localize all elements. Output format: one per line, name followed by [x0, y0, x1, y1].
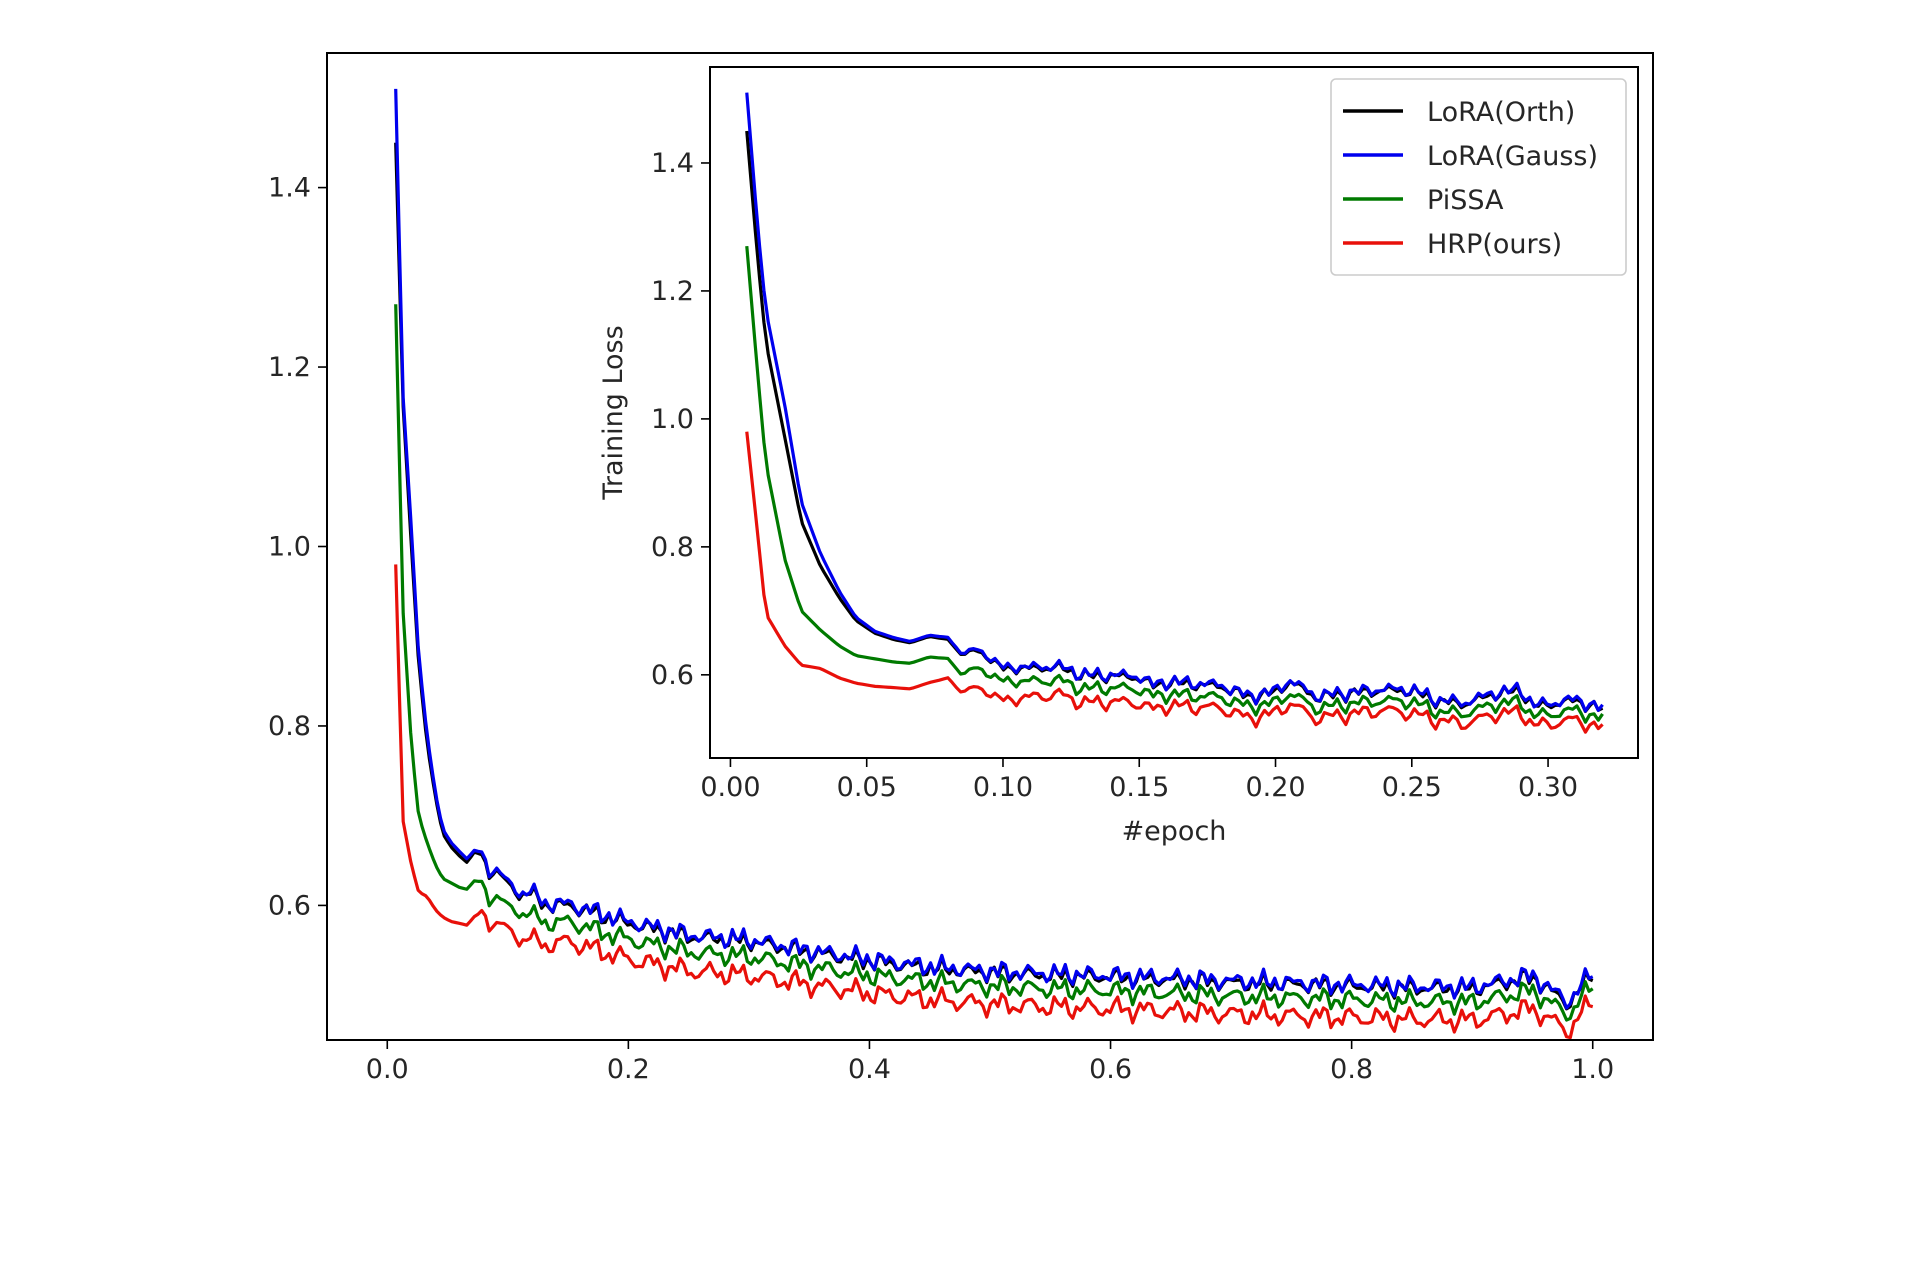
- inset-plot-x-tick-label: 0.25: [1382, 772, 1442, 803]
- inset-plot-x-tick-label: 0.30: [1518, 772, 1578, 803]
- inset-plot-x-tick-label: 0.10: [973, 772, 1033, 803]
- legend-label: LoRA(Gauss): [1427, 141, 1598, 172]
- inset-plot-x-axis-title: #epoch: [1122, 816, 1227, 847]
- main-plot-series-pissa: [394, 304, 1594, 1022]
- main-plot-x-tick-label: 0.6: [1089, 1054, 1132, 1085]
- inset-plot-x-tick-label: 0.05: [837, 772, 897, 803]
- main-plot-y-tick-label: 0.6: [268, 890, 311, 921]
- inset-plot-y-tick-label: 0.6: [651, 660, 694, 691]
- inset-plot-series-pissa: [745, 246, 1604, 724]
- main-plot-series-lora-gauss-: [394, 88, 1594, 1010]
- inset-plot-y-axis-title: Training Loss: [598, 325, 629, 500]
- legend-label: PiSSA: [1427, 185, 1504, 216]
- legend-label: HRP(ours): [1427, 229, 1562, 260]
- main-plot-y-tick-label: 0.8: [268, 711, 311, 742]
- main-plot-y-tick-label: 1.2: [268, 352, 311, 383]
- main-plot-x-tick-label: 0.2: [607, 1054, 650, 1085]
- inset-plot-y-tick-label: 1.2: [651, 276, 694, 307]
- inset-plot-series-lora-gauss-: [745, 92, 1604, 713]
- main-plot-x-tick-label: 1.0: [1571, 1054, 1614, 1085]
- legend-box: [1330, 78, 1627, 276]
- inset-plot-y-tick-label: 1.4: [651, 148, 694, 179]
- main-plot-series-hrp-ours-: [394, 564, 1594, 1040]
- inset-plot-series-hrp-ours-: [745, 431, 1604, 734]
- inset-plot-x-tick-label: 0.20: [1245, 772, 1305, 803]
- main-plot-x-tick-label: 0.8: [1330, 1054, 1373, 1085]
- inset-plot-y-tick-label: 1.0: [651, 404, 694, 435]
- main-plot-y-tick-label: 1.0: [268, 532, 311, 563]
- inset-plot-x-tick-label: 0.00: [700, 772, 760, 803]
- legend: LoRA(Orth) LoRA(Gauss) PiSSA HRP(ours): [1330, 78, 1627, 276]
- main-plot-x-tick-label: 0.4: [848, 1054, 891, 1085]
- inset-plot-y-tick-label: 0.8: [651, 532, 694, 563]
- main-plot-y-tick-label: 1.4: [268, 173, 311, 204]
- inset-plot-frame: [709, 66, 1639, 759]
- main-plot-x-tick-label: 0.0: [366, 1054, 409, 1085]
- legend-label: LoRA(Orth): [1427, 97, 1575, 128]
- inset-plot-x-tick-label: 0.15: [1109, 772, 1169, 803]
- inset-plot: 0.00 0.05 0.10 0.15 0.20 0.25 0.30 0.6 0.8 1.0 1.2…: [598, 66, 1639, 847]
